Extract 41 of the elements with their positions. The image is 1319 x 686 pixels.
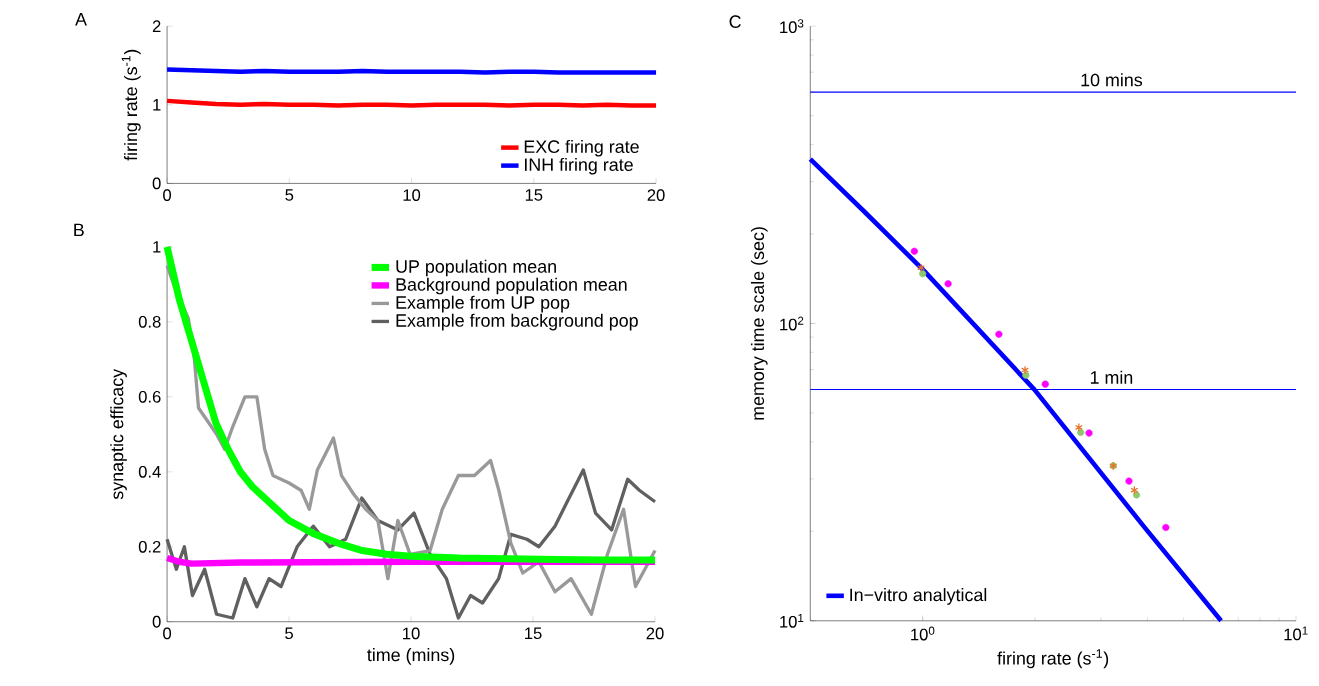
legend-label: In−vitro analytical <box>850 588 987 605</box>
x-tick-label: 10 <box>403 627 420 640</box>
x-tick-label: 10 <box>403 189 421 201</box>
y-tick-label: 10$^{1}$ <box>780 613 804 628</box>
y-axis-title: synaptic efficacy <box>110 368 127 500</box>
y-tick-label: 0 <box>152 177 161 190</box>
x-axis-title: time (mins) <box>367 648 455 665</box>
y-tick-label: 0 <box>152 615 161 628</box>
x-tick-label: 20 <box>647 189 665 201</box>
y-tick-label: 0.2 <box>138 540 161 553</box>
y-tick-label: 10$^{3}$ <box>780 19 804 34</box>
x-tick-label: 5 <box>285 189 294 201</box>
x-tick-label: 15 <box>525 189 543 201</box>
y-tick-label: 0.8 <box>138 315 161 328</box>
y-tick-label: 1 <box>153 241 161 253</box>
y-axis-title: firing rate (s$^{-1}$) <box>121 49 141 161</box>
x-tick-label: 15 <box>525 627 542 640</box>
ref-line-label: 1 min <box>1090 370 1133 384</box>
legend-label: INH firing rate <box>524 157 633 175</box>
y-tick-label: 10$^{2}$ <box>780 316 804 331</box>
text: B <box>74 223 84 237</box>
x-tick-label: 10$^{0}$ <box>911 626 935 641</box>
y-tick-label: 0.4 <box>138 465 161 478</box>
y-axis-title: memory time scale (sec) <box>750 227 768 420</box>
legend-label: UP population mean <box>396 259 556 277</box>
y-tick-label: 0.6 <box>138 390 161 403</box>
legend-label: Example from UP pop <box>396 295 570 313</box>
text: A <box>75 13 87 26</box>
legend-label: Example from background pop <box>396 313 638 331</box>
x-axis-title: firing rate (s$^{-1}$) <box>997 649 1109 669</box>
legend-label: Background population mean <box>396 277 627 295</box>
x-tick-label: 10$^{1}$ <box>1284 626 1308 641</box>
y-tick-label: 2 <box>152 20 161 32</box>
x-tick-label: 0 <box>163 189 172 201</box>
ref-line-label: 10 mins <box>1081 73 1143 87</box>
x-tick-label: 0 <box>163 627 172 640</box>
x-tick-label: 20 <box>646 627 664 640</box>
text: C <box>729 15 741 29</box>
legend-label: EXC firing rate <box>524 139 639 157</box>
y-tick-label: 1 <box>153 99 161 111</box>
x-tick-label: 5 <box>285 627 293 640</box>
